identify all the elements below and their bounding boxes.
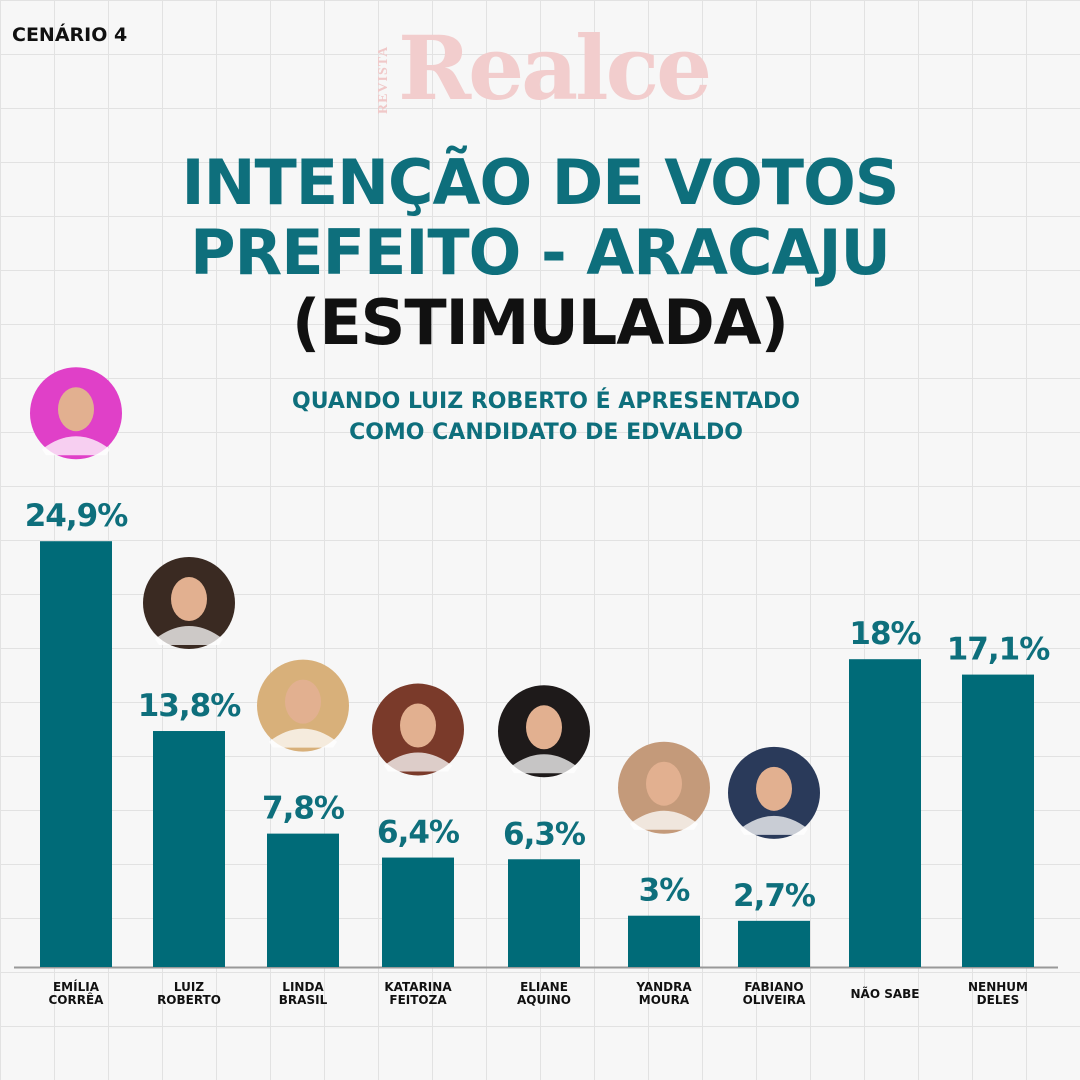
category-label-emilia-correa-line-2: CORRÊA [49,992,105,1007]
candidate-photo-katarina-feitoza [372,683,464,776]
bar-nenhum-deles [962,674,1034,967]
shoulders-icon [510,754,578,774]
title-line-3: (ESTIMULADA) [291,286,789,359]
face-icon [400,703,436,748]
face-icon [756,766,792,811]
value-label-emilia-correa: 24,9% [25,498,128,534]
bar-emilia-correa [40,541,112,967]
value-label-eliane-aquino: 6,3% [503,816,586,852]
candidate-photo-luiz-roberto [143,557,235,650]
category-label-fabiano-oliveira-line-1: FABIANO [744,980,803,994]
value-label-linda-brasil: 7,8% [262,791,345,827]
face-icon [646,761,682,806]
category-label-linda-brasil-line-1: LINDA [282,980,324,994]
category-label-nenhum-deles-line-1: NENHUM [968,980,1028,994]
bar-fabiano-oliveira [738,920,810,967]
brand-name: Realce [398,16,712,120]
category-label-katarina-feitoza-line-1: KATARINA [384,980,452,994]
value-label-katarina-feitoza: 6,4% [377,815,460,851]
bar-luiz-roberto [153,731,225,967]
category-label-luiz-roberto-line-2: ROBERTO [157,993,221,1007]
category-label-nenhum-deles-line-2: DELES [977,993,1020,1007]
category-label-yandra-moura-line-1: YANDRA [635,980,692,994]
category-label-nao-sabe: NÃO SABE [851,986,920,1001]
bar-eliane-aquino [508,859,580,967]
bar-katarina-feitoza [382,857,454,967]
candidate-photo-emilia-correa [30,367,122,460]
value-label-fabiano-oliveira: 2,7% [733,878,816,914]
scenario-label: CENÁRIO 4 [12,24,128,46]
title-line-2: PREFEITO - ARACAJU [190,216,891,289]
subtitle: QUANDO LUIZ ROBERTO É APRESENTADO COMO C… [0,386,1080,448]
category-label-yandra-moura-line-2: MOURA [639,993,690,1007]
category-label-eliane-aquino-line-1: ELIANE [520,980,568,994]
value-label-nenhum-deles: 17,1% [947,632,1050,668]
brand-logo: REVISTA Realce [376,16,712,126]
category-label-fabiano-oliveira-line-2: OLIVEIRA [743,993,807,1007]
subtitle-line-1: QUANDO LUIZ ROBERTO É APRESENTADO [292,389,800,414]
bar-linda-brasil [267,833,339,967]
shoulders-icon [630,810,698,830]
category-label-eliane-aquino-line-2: AQUINO [517,993,571,1007]
shoulders-icon [384,752,452,772]
shoulders-icon [155,626,223,646]
shoulders-icon [740,815,808,835]
category-label-katarina-feitoza-line-2: FEITOZA [389,993,447,1007]
face-icon [58,387,94,432]
face-icon [285,679,321,724]
subtitle-line-2: COMO CANDIDATO DE EDVALDO [349,420,743,445]
bar-yandra-moura [628,915,700,967]
value-label-yandra-moura: 3% [639,873,691,909]
candidate-photo-yandra-moura [618,741,710,834]
category-label-emilia-correa-line-1: EMÍLIA [53,979,100,994]
candidate-photo-eliane-aquino [498,685,590,778]
candidate-photo-fabiano-oliveira [728,746,820,839]
face-icon [171,577,207,622]
value-label-nao-sabe: 18% [849,616,921,652]
shoulders-icon [42,436,110,456]
title-line-1: INTENÇÃO DE VOTOS [181,146,900,219]
face-icon [526,705,562,750]
category-label-luiz-roberto-line-1: LUIZ [174,980,204,994]
candidate-photo-linda-brasil [257,659,349,752]
category-label-linda-brasil-line-2: BRASIL [279,993,328,1007]
value-label-luiz-roberto: 13,8% [138,688,241,724]
bar-nao-sabe [849,659,921,967]
shoulders-icon [269,728,337,748]
